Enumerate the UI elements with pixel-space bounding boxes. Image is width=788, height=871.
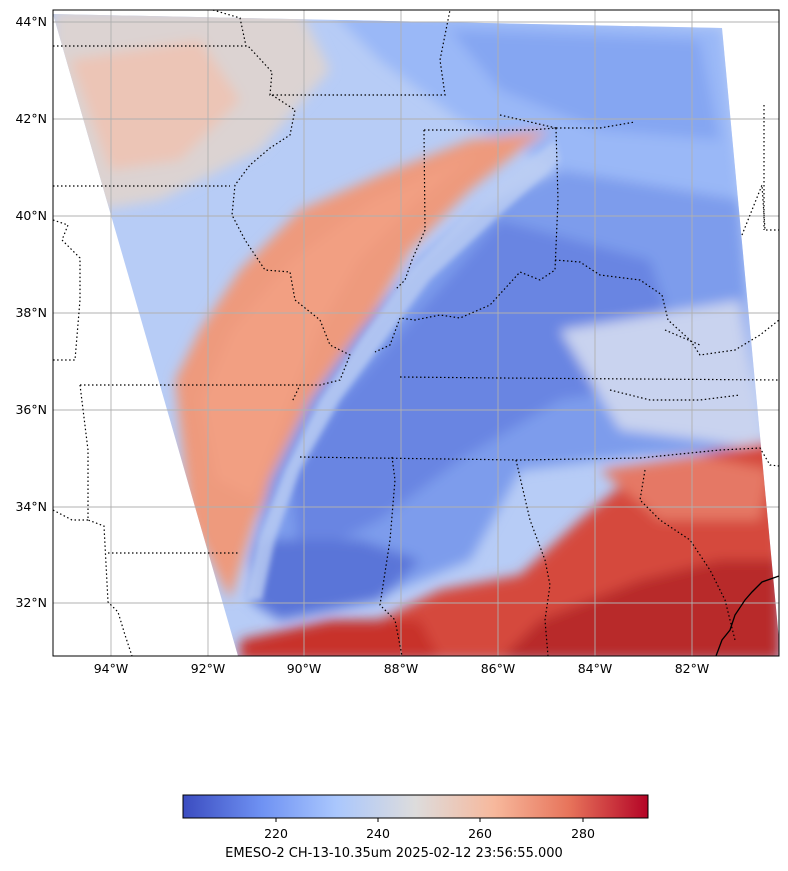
colorbar-label: EMESO-2 CH-13-10.35um 2025-02-12 23:56:5… (225, 846, 563, 861)
colorbar-tick-label: 220 (264, 826, 288, 841)
lon-tick-label: 82°W (675, 661, 710, 676)
gridlines (53, 10, 779, 656)
satellite-swath (53, 14, 779, 656)
lon-tick-label: 84°W (578, 661, 613, 676)
colorbar: 220 240 260 280 (182, 794, 649, 841)
lat-tick-label: 42°N (15, 111, 47, 126)
map-frame (52, 9, 780, 657)
lat-tick-label: 34°N (15, 499, 47, 514)
lon-axis: 94°W 92°W 90°W 88°W 86°W 84°W 82°W (94, 661, 710, 676)
lat-axis: 32°N 34°N 36°N 38°N 40°N 42°N 44°N (15, 14, 47, 610)
lat-tick-label: 38°N (15, 305, 47, 320)
colorbar-gradient (182, 794, 649, 819)
colorbar-tick-label: 280 (571, 826, 595, 841)
lon-tick-label: 86°W (481, 661, 516, 676)
coastline (715, 575, 780, 657)
lat-tick-label: 32°N (15, 595, 47, 610)
lon-tick-label: 88°W (384, 661, 419, 676)
lat-tick-label: 36°N (15, 402, 47, 417)
lon-tick-label: 94°W (94, 661, 129, 676)
state-borders (52, 9, 780, 657)
colorbar-tick-label: 240 (366, 826, 390, 841)
lon-tick-label: 90°W (287, 661, 322, 676)
lat-tick-label: 44°N (15, 14, 47, 29)
colorbar-tick-label: 260 (468, 826, 492, 841)
lon-tick-label: 92°W (191, 661, 226, 676)
lat-tick-label: 40°N (15, 208, 47, 223)
